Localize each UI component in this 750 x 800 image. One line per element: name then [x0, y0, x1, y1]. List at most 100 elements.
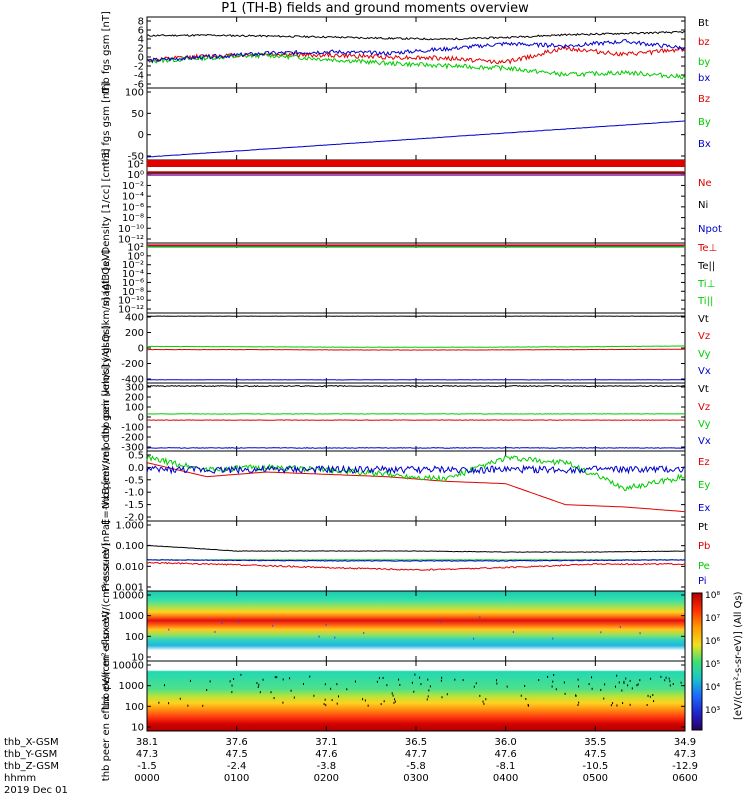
spectrogram-dot: [485, 698, 487, 701]
ephemeris-value: 0000: [134, 773, 160, 784]
spectrogram-dot: [446, 693, 448, 696]
ytick-label: 10000: [112, 591, 144, 602]
ytick-label: 10: [131, 653, 144, 664]
spectrogram-dot: [623, 681, 625, 684]
spectrogram-dot: [680, 681, 682, 684]
ephemeris-value: 47.6: [315, 749, 338, 760]
spectrogram-dot: [652, 694, 654, 697]
spectrogram-dot: [672, 683, 674, 686]
spectrogram-dot: [413, 690, 415, 693]
colorbar-tick: 10⁷: [705, 614, 720, 624]
spectrogram-dot: [636, 684, 638, 687]
ytick-label: 6: [138, 26, 144, 37]
ytick-label: 0: [138, 130, 144, 141]
ylabel: thb fgs gsm [nT]: [101, 11, 112, 94]
spectrogram-dot: [325, 623, 327, 626]
spectrogram-dot: [454, 678, 456, 681]
ephemeris-value: 36.5: [404, 737, 428, 748]
legend-Vt: Vt: [698, 384, 709, 395]
ytick-label: 10²: [127, 160, 144, 171]
spectrogram-dot: [376, 680, 378, 683]
ephemeris-value: -8.1: [495, 761, 516, 772]
spectrogram-dot: [462, 679, 464, 682]
spectrogram-dot: [660, 675, 662, 678]
spectrogram-dot: [577, 678, 579, 681]
colorbar-label: [eV/(cm²-s-sr-eV)] (All Qs): [733, 591, 744, 720]
ytick-label: 10⁻¹⁰: [118, 224, 144, 235]
spectrogram-dot: [274, 676, 276, 679]
ephemeris-value: 0400: [492, 773, 519, 784]
series-Bt: [146, 30, 686, 41]
spectrogram-dot: [552, 680, 554, 683]
legend-By: By: [698, 117, 711, 128]
spectrogram-dot: [629, 703, 631, 706]
spectrogram-dot: [614, 685, 616, 688]
legend-Npot: Npot: [698, 224, 722, 235]
colorbar-tick: 10⁴: [705, 683, 720, 693]
legend-Pi: Pi: [698, 576, 707, 587]
panel-frame: [146, 242, 686, 314]
ephemeris-value: 47.5: [584, 749, 607, 760]
ytick-label: -200: [121, 359, 144, 370]
spectrogram-dot: [591, 687, 593, 690]
date-label: 2019 Dec 01: [4, 785, 68, 796]
ytick-label: 0: [138, 53, 144, 64]
series-Bz-band: [147, 160, 685, 167]
spectrogram-dot: [257, 685, 259, 688]
spectrogram-dot: [363, 632, 365, 635]
spectrogram-dot: [391, 692, 393, 695]
spectrogram-dot: [187, 704, 189, 707]
panel-4: [146, 242, 686, 314]
spectrogram-dot: [414, 673, 416, 676]
spectrogram-dot: [318, 635, 320, 638]
ytick-label: 200: [125, 393, 144, 404]
ytick-label: 10⁻¹⁰: [118, 296, 144, 307]
ytick-label: 0.010: [115, 562, 144, 573]
ephemeris-label: thb_X-GSM: [4, 737, 59, 748]
spectrogram-dot: [214, 630, 216, 633]
ephemeris-value: -1.5: [137, 761, 157, 772]
ytick-label: 10⁻⁴: [122, 192, 144, 203]
spectrogram-dot: [669, 684, 671, 687]
panel-7: [146, 450, 686, 522]
ephemeris-value: 36.0: [494, 737, 517, 748]
ephemeris-value: 0600: [672, 773, 698, 784]
spectrogram-dot: [168, 702, 170, 705]
figure-title: P1 (TH-B) fields and ground moments over…: [221, 1, 529, 16]
ytick-label: 10⁻²: [122, 181, 144, 192]
legend-Bx: Bx: [698, 139, 711, 150]
spectrogram-dot: [441, 696, 443, 699]
spectrogram-dot: [618, 681, 620, 684]
spectrogram-dot: [259, 691, 261, 694]
spectrogram-dot: [664, 679, 666, 682]
ylabel: magt3 [eV]: [101, 250, 112, 307]
spectrogram-dot: [302, 682, 304, 685]
legend-Pb: Pb: [698, 541, 710, 552]
ytick-label: 10000: [112, 661, 144, 672]
ytick-label: 1000: [119, 681, 144, 692]
spectrogram-dot: [621, 689, 623, 692]
legend-Bz: Bz: [698, 94, 710, 105]
spectrogram-dot: [420, 683, 422, 686]
spectrogram-dot: [354, 680, 356, 683]
spectrogram-dot: [158, 701, 160, 704]
spectrogram-dot: [506, 685, 508, 688]
ylabel: thb peir en eflux eV/(cm²-s-sr-eV): [101, 542, 112, 709]
panel-9: [146, 590, 686, 662]
spectrogram-dot: [631, 687, 633, 690]
spectrogram-dot: [238, 620, 240, 623]
spectrogram-dot: [639, 679, 641, 682]
spectrogram-dot: [276, 676, 278, 679]
ephemeris-value: 47.3: [135, 749, 159, 760]
ephemeris-value: -12.9: [672, 761, 698, 772]
spectrogram-dot: [668, 677, 670, 680]
spectrogram-dot: [647, 694, 649, 697]
ytick-label: -50: [128, 152, 144, 163]
legend-Ex: Ex: [698, 503, 710, 514]
colorbar: [691, 592, 703, 731]
spectrogram-dot: [293, 696, 295, 699]
ytick-label: 10⁻⁸: [122, 213, 144, 224]
series-Pt: [146, 544, 686, 553]
ytick-label: 10⁻⁶: [122, 278, 144, 289]
ytick-label: -100: [121, 423, 144, 434]
